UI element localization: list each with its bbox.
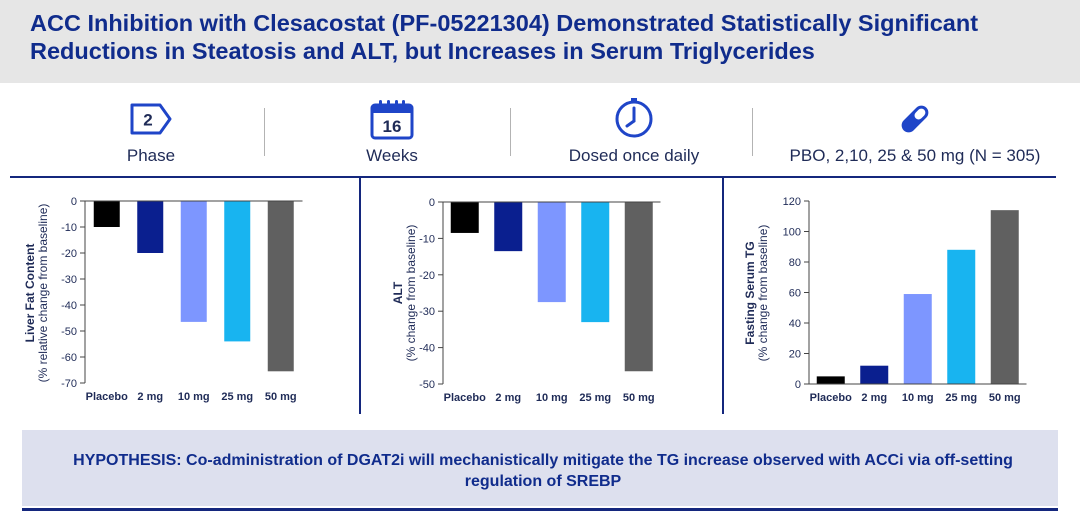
triglyceride-plot: 0 20 40 60 80 100 120 Placebo 2 mg 10 mg 25 mg 50 m… [783,196,1027,404]
x-tick-label: 10 mg [536,392,568,404]
y-tick-label: 20 [789,349,801,361]
bar-50mg [990,210,1019,384]
liver-fat-chart: Liver Fat Content (% relative change fro… [15,180,355,416]
x-tick-label: 25 mg [579,392,611,404]
bar-25mg [947,249,976,384]
bar-10mg [903,294,932,384]
phase-value: 2 [143,111,152,130]
x-tick-label: 50 mg [265,391,297,403]
info-weeks: 16 Weeks [337,96,447,172]
bar-50mg [267,201,294,372]
y-tick-label: 0 [71,196,77,208]
hypothesis-text: HYPOTHESIS: Co-administration of DGAT2i … [73,452,1013,490]
y-tick-label: -60 [61,352,77,364]
triglyceride-chart: Fasting Serum TG (% change from baseline… [738,180,1068,416]
info-separator [752,108,753,156]
y-tick-label: 0 [429,197,435,209]
bar-2mg [137,201,164,253]
bar-25mg [224,201,251,342]
y-tick-label: -70 [61,378,77,390]
x-tick-label: 2 mg [861,392,887,404]
phase-arrow-icon: 2 [130,103,172,135]
y-tick-label: -10 [419,233,435,245]
x-tick-label: 2 mg [495,392,521,404]
info-separator [510,108,511,156]
x-tick-label: Placebo [86,391,128,403]
x-tick-label: 25 mg [945,392,977,404]
y-tick-label: 0 [795,379,801,391]
y-tick-label: -10 [61,222,77,234]
bar-placebo [450,202,479,233]
title-band [0,0,1080,83]
x-tick-label: 25 mg [221,391,253,403]
y-tick-label: -40 [419,343,435,355]
info-separator [264,108,265,156]
bottom-rule [22,508,1058,511]
section-rule [10,176,1056,178]
y-tick-label: 100 [783,227,801,239]
x-tick-label: 50 mg [989,392,1021,404]
bar-10mg [180,201,207,322]
calendar-icon: 16 [370,100,414,140]
clock-icon [615,98,653,138]
y-tick-label: -50 [61,326,77,338]
phase-label: Phase [126,146,176,165]
pill-icon [901,105,929,133]
x-tick-label: 2 mg [137,391,163,403]
alt-chart: ALT (% change from baseline) 0 -10 -20 -30-… [380,180,710,416]
info-dosing: Dosed once daily [554,96,714,172]
y-tick-label: 80 [789,257,801,269]
info-phase: 2 Phase [96,96,206,172]
bar-10mg [537,202,566,303]
page-title: ACC Inhibition with Clesacostat (PF-0522… [30,10,979,64]
weeks-label: Weeks [366,146,418,165]
x-tick-label: 10 mg [178,391,210,403]
y-tick-label: 40 [789,318,801,330]
bar-2mg [494,202,523,252]
panel-divider [722,178,724,414]
info-groups: PBO, 2,10, 25 & 50 mg (N = 305) [770,96,1060,172]
y-tick-label: -50 [419,379,435,391]
x-tick-label: 50 mg [623,392,655,404]
bar-50mg [624,202,653,372]
x-tick-label: Placebo [444,392,486,404]
y-tick-label: -20 [61,248,77,260]
y-tick-label: -20 [419,270,435,282]
y-tick-label: -30 [61,274,77,286]
bar-25mg [581,202,610,323]
alt-plot: 0 -10 -20 -30 -40 -50 Placebo 2 mg 10 mg 25 mg 50 … [419,197,661,404]
bar-placebo [816,376,845,384]
y-tick-label: 120 [783,196,801,208]
weeks-value: 16 [383,117,402,136]
x-tick-label: 10 mg [902,392,934,404]
bar-placebo [93,201,120,227]
bar-2mg [860,365,889,384]
y-tick-label: -40 [61,300,77,312]
groups-label: PBO, 2,10, 25 & 50 mg (N = 305) [789,146,1041,165]
y-tick-label: -30 [419,306,435,318]
dosing-label: Dosed once daily [568,146,700,165]
panel-divider [359,178,361,414]
y-tick-label: 60 [789,288,801,300]
x-tick-label: Placebo [810,392,852,404]
liver-fat-plot: 0 -10 -20 -30 -40 -50 -60 -70 Placebo 2 mg 10 mg 25… [61,196,303,403]
hypothesis-box [22,430,1058,506]
